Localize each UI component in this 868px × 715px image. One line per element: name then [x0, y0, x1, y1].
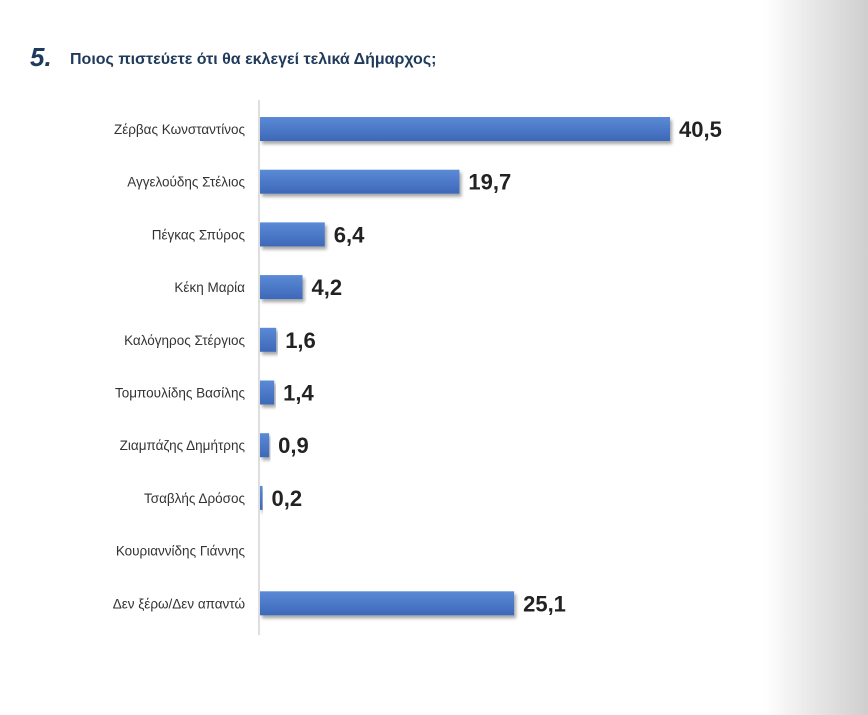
- category-label: Κουριαννίδης Γιάννης: [116, 544, 246, 559]
- category-label: Δεν ξέρω/Δεν απαντώ: [113, 596, 245, 611]
- category-label: Τσαβλής Δρόσος: [144, 491, 245, 506]
- value-label: 6,4: [334, 222, 365, 247]
- bar: [260, 485, 263, 510]
- category-label: Πέγκας Σπύρος: [152, 227, 246, 242]
- question-title: Ποιος πιστεύετε ότι θα εκλεγεί τελικά Δή…: [70, 51, 437, 68]
- category-label: Ζιαμπάζης Δημήτρης: [120, 438, 246, 453]
- value-label: 19,7: [468, 170, 511, 195]
- value-label: 1,4: [283, 381, 314, 406]
- value-label: 25,1: [523, 591, 566, 616]
- bar: [260, 591, 515, 616]
- bar: [260, 275, 303, 300]
- bar: [260, 327, 277, 352]
- bar: [260, 222, 325, 247]
- category-label: Τομπουλίδης Βασίλης: [115, 386, 245, 401]
- category-label: Αγγελούδης Στέλιος: [127, 175, 245, 190]
- value-label: 40,5: [679, 117, 722, 142]
- category-label: Καλόγηρος Στέργιος: [124, 333, 245, 348]
- bar: [260, 169, 460, 194]
- category-label: Κέκη Μαρία: [174, 280, 245, 295]
- bar: [260, 117, 670, 141]
- value-label: 1,6: [285, 328, 316, 353]
- bar: [260, 380, 275, 405]
- value-label: 0,9: [278, 433, 309, 458]
- value-label: 0,2: [272, 486, 303, 511]
- category-label: Ζέρβας Κωνσταντίνος: [114, 122, 246, 137]
- bar: [260, 433, 270, 458]
- value-label: 4,2: [312, 275, 343, 300]
- question-number: 5.: [30, 42, 52, 72]
